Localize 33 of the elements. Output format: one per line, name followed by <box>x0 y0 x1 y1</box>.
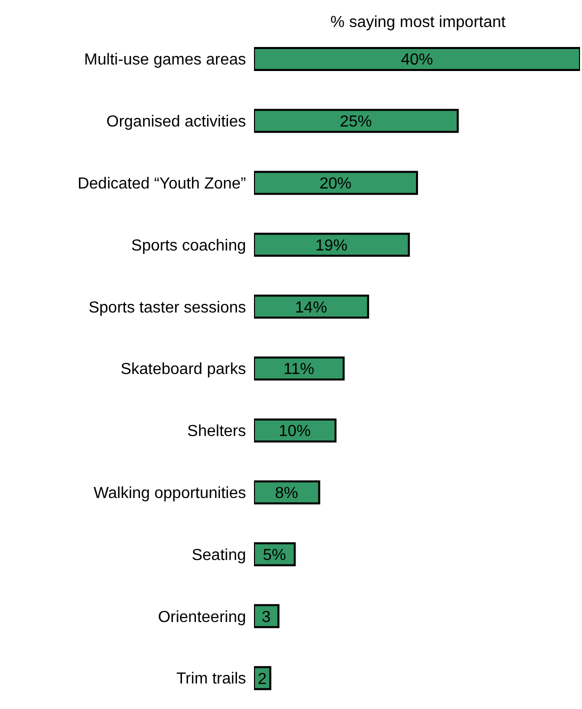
y-tick-label: Dedicated “Youth Zone” <box>78 175 246 192</box>
bar <box>254 232 410 257</box>
data-label: 2 <box>258 670 267 688</box>
data-label: 40% <box>400 52 434 69</box>
data-label: 11% <box>283 361 314 378</box>
data-label: 10% <box>278 423 311 440</box>
bar <box>254 666 272 690</box>
bar <box>254 170 418 195</box>
data-label: 19% <box>315 237 348 254</box>
y-tick-label: Multi-use games areas <box>84 52 246 69</box>
data-label: 3 <box>262 608 271 626</box>
y-tick-label: Trim trails <box>176 670 246 688</box>
data-label: 25% <box>340 114 372 131</box>
bar <box>254 294 370 319</box>
chart-title: % saying most important <box>329 14 507 32</box>
y-tick-label: Orienteering <box>158 608 246 626</box>
y-tick-label: Sports coaching <box>131 237 246 254</box>
y-tick-label: Walking opportunities <box>94 485 246 502</box>
y-tick-label: Shelters <box>187 423 246 440</box>
y-tick-label: Sports taster sessions <box>88 299 246 316</box>
bar <box>254 356 345 381</box>
bar <box>254 604 280 628</box>
bar <box>254 480 320 504</box>
bar <box>254 418 336 442</box>
data-label: 14% <box>295 299 328 316</box>
y-tick-label: Organised activities <box>106 114 246 131</box>
bar <box>254 108 459 133</box>
y-tick-label: Seating <box>192 546 246 564</box>
bar <box>254 47 580 71</box>
y-tick-label: Skateboard parks <box>120 361 246 378</box>
data-label: 20% <box>319 176 352 192</box>
data-label: 8% <box>275 485 298 502</box>
data-label: 5% <box>262 546 286 564</box>
